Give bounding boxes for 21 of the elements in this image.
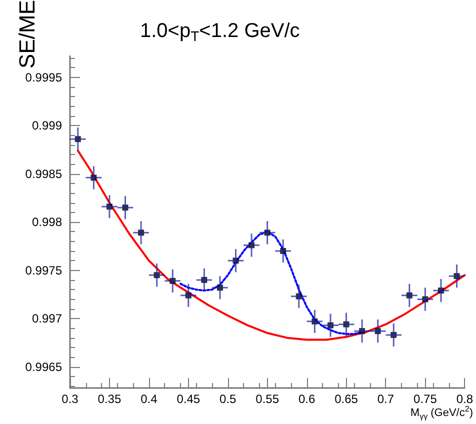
- x-tick-label: 0.3: [62, 392, 79, 406]
- y-tick-label: 0.998: [32, 215, 62, 230]
- x-tick-label: 0.4: [140, 392, 158, 406]
- x-tick-label: 0.5: [220, 392, 237, 406]
- x-tick-label: 0.75: [414, 392, 438, 406]
- y-axis-title: SE/ME: [14, 0, 40, 68]
- x-tick-label: 0.55: [256, 392, 280, 406]
- y-tick-label: 0.997: [32, 312, 62, 326]
- x-tick-label: 0.45: [176, 392, 200, 406]
- x-tick-label: 0.65: [334, 392, 358, 406]
- y-tick-label: 0.9975: [25, 263, 62, 278]
- x-tick-label: 0.6: [298, 392, 316, 406]
- x-axis-title: M$_{γγ}$ (GeV/c$^{2}$): [410, 404, 473, 422]
- x-tick-label: 0.35: [98, 392, 122, 406]
- y-tick-label: 0.9995: [25, 70, 62, 84]
- y-tick-label: 0.9965: [25, 360, 62, 374]
- line-series: [76, 150, 466, 341]
- y-tick-label: 0.9985: [25, 166, 62, 181]
- y-tick-label: 0.999: [32, 118, 62, 133]
- x-tick-label: 0.8: [456, 392, 474, 406]
- x-tick-label: 0.7: [377, 392, 394, 406]
